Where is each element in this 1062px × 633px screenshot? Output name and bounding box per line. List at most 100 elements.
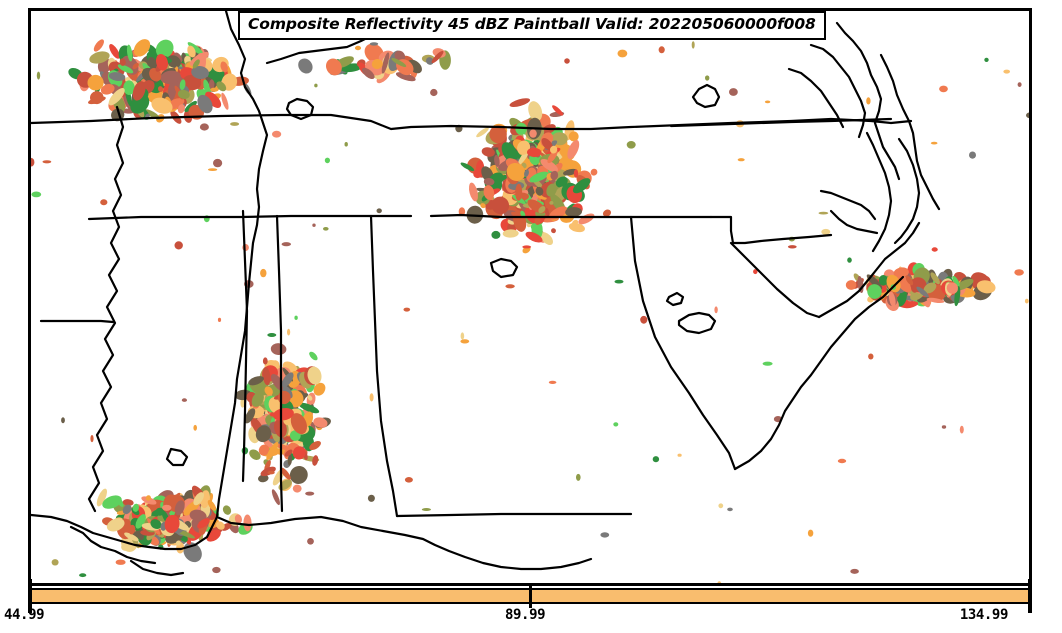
paintball-blob (181, 398, 187, 402)
paintball-blob (193, 492, 204, 506)
paintball-blob (164, 514, 180, 534)
paintball-blob (61, 417, 65, 424)
paintball-blob (187, 45, 196, 58)
paintball-blob (117, 64, 134, 74)
paintball-blob (145, 495, 152, 501)
paintball-blob (325, 58, 342, 76)
paintball-blob (281, 372, 294, 388)
map-panel[interactable] (28, 8, 1032, 586)
paintball-blob (807, 529, 814, 537)
paintball-blob (87, 74, 104, 91)
paintball-blob (565, 207, 582, 217)
paintball-blob (886, 274, 901, 293)
paintball-blob (1024, 298, 1029, 304)
paintball-blob (150, 519, 162, 530)
paintball-blob (207, 500, 217, 511)
paintball-ensemble-layer (31, 11, 1029, 583)
paintball-blob (658, 46, 665, 54)
paintball-blob (264, 386, 273, 396)
paintball-blob (89, 51, 110, 64)
paintball-blob (551, 228, 556, 234)
paintball-blob (617, 49, 628, 58)
paintball-blob (272, 130, 282, 138)
paintball-blob (90, 435, 94, 443)
x-axis-tick-label-left: 44.99 (4, 607, 45, 623)
paintball-blob (51, 559, 59, 566)
paintball-blob (312, 223, 316, 227)
paintball-blob (220, 61, 228, 73)
paintball-blob (494, 154, 500, 167)
paintball-blob (157, 86, 164, 93)
paintball-blob (162, 504, 172, 511)
paintball-blob (506, 162, 526, 182)
paintball-blob (289, 466, 308, 484)
paintball-blob (79, 573, 87, 578)
paintball-blob (199, 123, 209, 131)
paintball-blob (727, 507, 733, 512)
paintball-blob (421, 508, 431, 511)
paintball-blob (481, 147, 495, 157)
paintball-blob (910, 277, 927, 293)
paintball-blob (576, 473, 581, 481)
paintball-blob (187, 42, 204, 55)
paintball-blob (362, 67, 375, 80)
paintball-blob (893, 267, 909, 279)
paintball-blob (952, 275, 960, 287)
paintball-blob (197, 94, 213, 114)
paintball-blob (155, 39, 174, 59)
paintball-blob (984, 57, 989, 63)
paintball-blob (652, 456, 660, 463)
paintball-blob (230, 122, 240, 126)
paintball-blob (122, 499, 134, 506)
paintball-blob (100, 199, 108, 206)
paintball-blob (600, 532, 610, 538)
paintball-blob (369, 393, 374, 402)
paintball-blob (762, 361, 773, 366)
paintball-blob (133, 39, 151, 57)
paintball-blob (535, 186, 544, 196)
paintball-blob (845, 280, 857, 290)
paintball-blob (208, 79, 215, 90)
paintball-blob (509, 98, 531, 107)
paintball-blob (905, 275, 914, 286)
paintball-blob (821, 228, 831, 235)
paintball-blob (837, 458, 847, 464)
paintball-blob (717, 581, 722, 583)
paintball-blob (505, 284, 515, 289)
chart-title-box: Composite Reflectivity 45 dBZ Paintball … (238, 11, 826, 40)
paintball-blob (930, 141, 938, 145)
paintball-blob (550, 170, 559, 180)
paintball-blob (1026, 112, 1029, 119)
paintball-blob (213, 158, 223, 168)
paintball-blob (177, 104, 185, 114)
paintball-blob (191, 66, 209, 79)
paintball-blob (888, 291, 896, 308)
paintball-blob (568, 131, 579, 142)
paintball-blob (108, 88, 125, 106)
paintball-blob (174, 241, 183, 250)
colorbar-endcap-right (1028, 579, 1032, 613)
paintball-blob (155, 54, 169, 71)
paintball-blob (480, 203, 486, 209)
paintball-blob (248, 376, 264, 386)
paintball-blob (126, 44, 133, 62)
paintball-blob (538, 206, 546, 214)
paintball-blob (177, 89, 190, 99)
paintball-blob (266, 441, 279, 461)
paintball-blob (290, 413, 308, 435)
paintball-blob (458, 207, 466, 216)
paintball-blob (868, 353, 874, 360)
paintball-blob (102, 495, 122, 509)
paintball-blob (431, 50, 444, 64)
x-axis-tick-label-right: 134.99 (959, 607, 1009, 623)
paintball-blob (243, 514, 252, 532)
paintball-blob (613, 422, 619, 427)
paintball-blob (867, 284, 882, 299)
paintball-blob (115, 559, 126, 565)
paintball-blob (123, 80, 135, 95)
paintball-blob (527, 147, 542, 158)
paintball-blob (313, 417, 328, 428)
paintball-blob (284, 449, 293, 457)
paintball-blob (307, 538, 314, 545)
